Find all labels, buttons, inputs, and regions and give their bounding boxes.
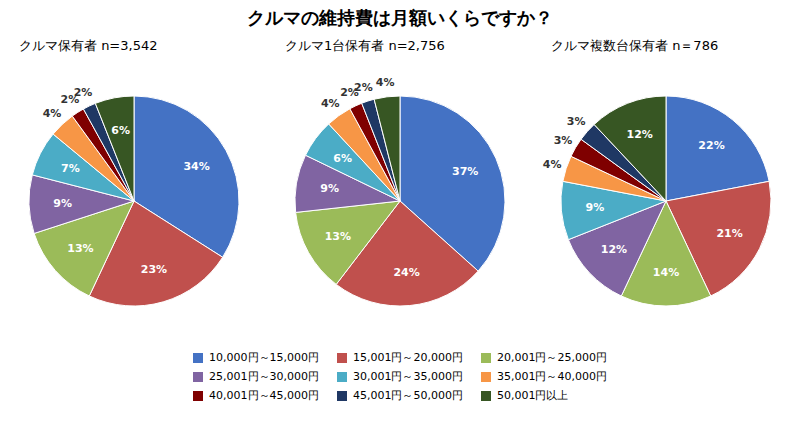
svg-text:9%: 9% xyxy=(320,182,339,195)
html-text:クルマ保有者 n=3,542: クルマ保有者 n=3,542 xyxy=(19,38,158,53)
svg-text:2%: 2% xyxy=(60,93,80,107)
html-text:クルマ1台保有者 n=2,756: クルマ1台保有者 n=2,756 xyxy=(285,38,445,53)
svg-text:2%: 2% xyxy=(354,81,373,94)
svg-text:3%: 3% xyxy=(554,134,573,147)
html-text:20,001円～25,000円: 20,001円～25,000円 xyxy=(497,351,607,364)
svg-text:4%: 4% xyxy=(43,107,62,120)
svg-text:21%: 21% xyxy=(716,227,742,240)
html-text:45,001円～50,000円: 45,001円～50,000円 xyxy=(353,389,463,402)
html-text:クルマの維持費は月額いくらですか？: クルマの維持費は月額いくらですか？ xyxy=(247,7,553,28)
svg-text:37%: 37% xyxy=(452,165,478,178)
svg-text:6%: 6% xyxy=(111,124,130,137)
svg-text:4%: 4% xyxy=(376,76,395,89)
svg-text:4%: 4% xyxy=(321,97,340,110)
html-text:10,000円～15,000円: 10,000円～15,000円 xyxy=(209,351,319,364)
svg-text:34%: 34% xyxy=(183,160,209,173)
html-text:クルマ複数台保有者 n＝786: クルマ複数台保有者 n＝786 xyxy=(551,38,719,53)
html-text:25,001円～30,000円: 25,001円～30,000円 xyxy=(209,370,319,383)
svg-text:12%: 12% xyxy=(601,243,627,256)
svg-text:13%: 13% xyxy=(67,242,93,255)
svg-text:9%: 9% xyxy=(586,201,605,214)
html-text:40,001円～45,000円: 40,001円～45,000円 xyxy=(209,389,319,402)
svg-text:12%: 12% xyxy=(627,128,653,141)
svg-text:6%: 6% xyxy=(333,152,352,165)
svg-text:22%: 22% xyxy=(698,139,724,152)
svg-text:2%: 2% xyxy=(340,86,359,99)
svg-text:2%: 2% xyxy=(74,86,93,99)
svg-text:13%: 13% xyxy=(325,230,351,243)
svg-text:7%: 7% xyxy=(61,162,80,175)
svg-text:24%: 24% xyxy=(393,266,419,279)
svg-text:9%: 9% xyxy=(53,197,72,210)
svg-text:4%: 4% xyxy=(543,158,562,171)
svg-text:3%: 3% xyxy=(567,115,586,128)
html-text:30,001円～35,000円: 30,001円～35,000円 xyxy=(353,370,463,383)
svg-text:14%: 14% xyxy=(653,266,679,279)
html-text:15,001円～20,000円: 15,001円～20,000円 xyxy=(353,351,463,364)
html-text:50,001円以上: 50,001円以上 xyxy=(497,389,569,402)
html-text:35,001円～40,000円: 35,001円～40,000円 xyxy=(497,370,607,383)
svg-text:23%: 23% xyxy=(141,263,167,276)
